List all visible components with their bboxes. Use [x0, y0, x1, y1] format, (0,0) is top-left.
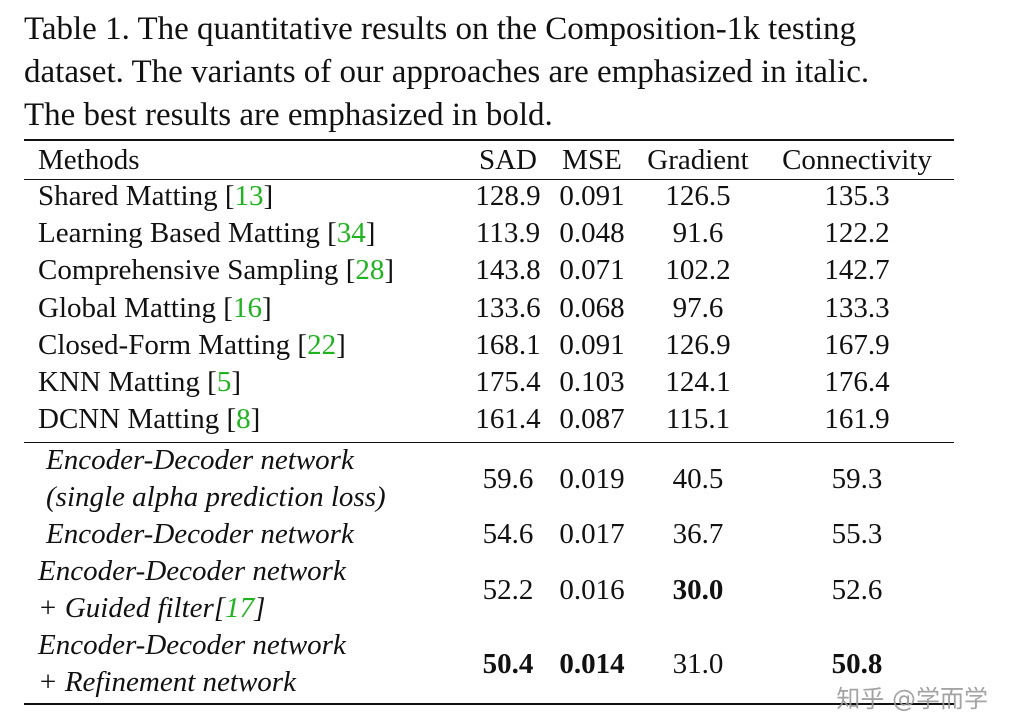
variant-line-1: Encoder-Decoder network: [46, 518, 354, 550]
connectivity-value: 161.9: [824, 403, 890, 435]
citation-link[interactable]: 22: [307, 329, 337, 361]
table-row: Learning Based Matting [34] 113.9 0.048 …: [24, 215, 954, 252]
mse-value: 0.071: [559, 254, 625, 286]
variant-line-2: + Guided filter[17]: [38, 592, 266, 624]
mse-value: 0.068: [559, 292, 625, 324]
table-row: DCNN Matting [8] 161.4 0.087 115.1 161.9: [24, 401, 954, 438]
section-rule: [24, 442, 954, 443]
table-caption: Table 1. The quantitative results on the…: [24, 8, 954, 137]
method-name: Closed-Form Matting [22]: [38, 329, 346, 361]
caption-line-3: The best results are emphasized in bold.: [24, 97, 553, 133]
sad-value: 161.4: [475, 403, 541, 435]
citation-link[interactable]: 16: [232, 292, 262, 324]
gradient-value: 97.6: [672, 292, 724, 324]
gradient-value: 91.6: [672, 217, 724, 249]
header-methods: Methods: [38, 144, 140, 176]
gradient-value-best: 30.0: [672, 574, 724, 606]
connectivity-value: 133.3: [824, 292, 890, 324]
gradient-value: 126.5: [665, 180, 731, 212]
variant-line-2: + Refinement network: [38, 666, 296, 698]
table-row: Encoder-Decoder network (single alpha pr…: [24, 442, 954, 516]
connectivity-value: 122.2: [824, 217, 890, 249]
sad-value: 52.2: [482, 574, 534, 606]
header-rule: [24, 179, 954, 180]
table-row: KNN Matting [5] 175.4 0.103 124.1 176.4: [24, 364, 954, 401]
mse-value: 0.017: [559, 518, 625, 550]
citation-link[interactable]: 34: [336, 217, 366, 249]
mse-value: 0.091: [559, 329, 625, 361]
method-name: DCNN Matting [8]: [38, 403, 261, 435]
table-row: Shared Matting [13] 128.9 0.091 126.5 13…: [24, 178, 954, 215]
mse-value: 0.048: [559, 217, 625, 249]
mse-value: 0.087: [559, 403, 625, 435]
table-header-row: Methods SAD MSE Gradient Connectivity: [24, 141, 954, 179]
sad-value: 59.6: [482, 463, 534, 495]
table-top-rule: [24, 139, 954, 141]
mse-value-best: 0.014: [559, 648, 625, 680]
variant-line-2: (single alpha prediction loss): [46, 481, 386, 513]
sad-value: 113.9: [475, 217, 541, 249]
connectivity-value: 52.6: [831, 574, 883, 606]
mse-value: 0.103: [559, 366, 625, 398]
citation-link[interactable]: 28: [355, 254, 385, 286]
sad-value: 175.4: [475, 366, 541, 398]
connectivity-value: 142.7: [824, 254, 890, 286]
caption-line-2: dataset. The variants of our approaches …: [24, 54, 870, 90]
watermark: 知乎 @学而学: [836, 685, 988, 713]
gradient-value: 124.1: [665, 366, 731, 398]
header-mse: MSE: [562, 144, 622, 176]
mse-value: 0.016: [559, 574, 625, 606]
table-row: Comprehensive Sampling [28] 143.8 0.071 …: [24, 252, 954, 289]
variant-line-1: Encoder-Decoder network: [38, 555, 346, 587]
method-name: Learning Based Matting [34]: [38, 217, 376, 249]
method-name: Global Matting [16]: [38, 292, 272, 324]
sad-value: 128.9: [475, 180, 541, 212]
connectivity-value: 135.3: [824, 180, 890, 212]
citation-link[interactable]: 13: [234, 180, 264, 212]
gradient-value: 40.5: [672, 463, 724, 495]
mse-value: 0.019: [559, 463, 625, 495]
connectivity-value: 55.3: [831, 518, 883, 550]
header-sad: SAD: [478, 144, 537, 176]
table-row: Encoder-Decoder network + Guided filter[…: [24, 553, 954, 627]
method-name: Shared Matting [13]: [38, 180, 274, 212]
sad-value: 133.6: [475, 292, 541, 324]
connectivity-value-best: 50.8: [831, 648, 883, 680]
method-name: KNN Matting [5]: [38, 366, 242, 398]
gradient-value: 36.7: [672, 518, 724, 550]
table-row: Encoder-Decoder network 54.6 0.017 36.7 …: [24, 516, 954, 553]
citation-link[interactable]: 8: [236, 403, 251, 435]
connectivity-value: 167.9: [824, 329, 890, 361]
caption-line-1: Table 1. The quantitative results on the…: [24, 11, 857, 47]
gradient-value: 102.2: [665, 254, 731, 286]
variant-line-1: Encoder-Decoder network: [46, 444, 354, 476]
citation-link[interactable]: 17: [225, 592, 255, 624]
gradient-value: 126.9: [665, 329, 731, 361]
gradient-value: 31.0: [672, 648, 724, 680]
header-gradient: Gradient: [647, 144, 749, 176]
sad-value-best: 50.4: [482, 648, 534, 680]
connectivity-value: 59.3: [831, 463, 883, 495]
method-name: Comprehensive Sampling [28]: [38, 254, 395, 286]
sad-value: 143.8: [475, 254, 541, 286]
table-row: Closed-Form Matting [22] 168.1 0.091 126…: [24, 327, 954, 364]
connectivity-value: 176.4: [824, 366, 890, 398]
table-row: Encoder-Decoder network + Refinement net…: [24, 627, 954, 701]
table-row: Global Matting [16] 133.6 0.068 97.6 133…: [24, 290, 954, 327]
header-connectivity: Connectivity: [782, 144, 932, 176]
mse-value: 0.091: [559, 180, 625, 212]
variant-line-1: Encoder-Decoder network: [38, 629, 346, 661]
citation-link[interactable]: 5: [216, 366, 232, 398]
gradient-value: 115.1: [665, 403, 731, 435]
sad-value: 54.6: [482, 518, 534, 550]
table-bottom-rule: [24, 703, 954, 705]
sad-value: 168.1: [475, 329, 541, 361]
